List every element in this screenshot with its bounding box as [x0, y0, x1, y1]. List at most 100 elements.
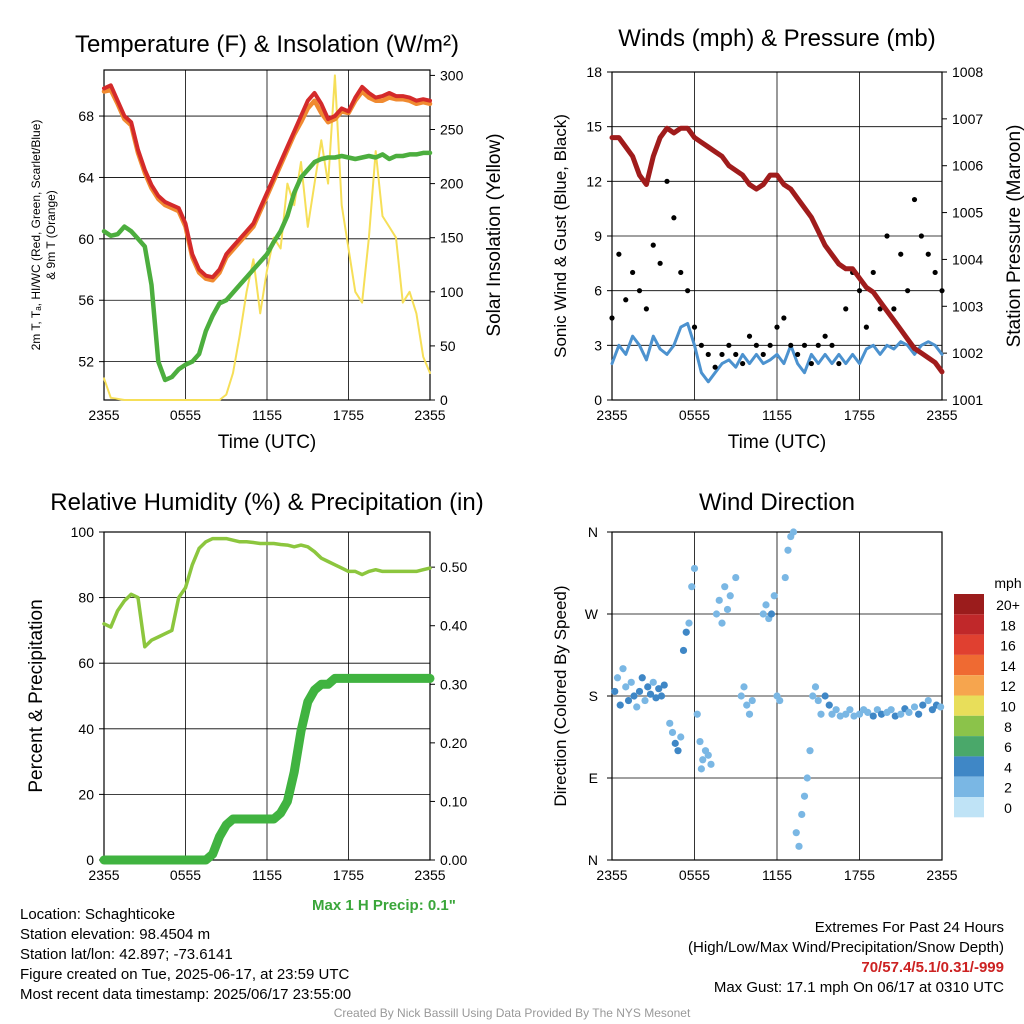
gust-point [616, 251, 622, 257]
legend-label: 2 [1004, 780, 1012, 796]
y-left-tick-label: 0 [594, 392, 602, 408]
x-tick-label: 2355 [414, 867, 445, 883]
legend-label: 8 [1004, 719, 1012, 735]
y-right-tick-label: 0.10 [440, 793, 467, 809]
gust-point [636, 288, 643, 294]
y-left-tick-label: 0 [86, 852, 94, 868]
x-tick-label: 1755 [333, 407, 364, 423]
gust-point [623, 297, 629, 303]
y-right-tick-label: 1001 [952, 392, 983, 408]
direction-point [622, 683, 630, 691]
legend-label: 18 [1000, 617, 1016, 633]
direction-point [748, 696, 756, 705]
direction-point [685, 619, 693, 627]
gust-point [609, 315, 615, 321]
direction-point [619, 665, 627, 673]
y-right-tick-label: 1002 [952, 345, 983, 361]
direction-point [832, 706, 840, 714]
gust-point [664, 178, 670, 184]
direction-point [897, 710, 905, 718]
gust-point [691, 324, 698, 330]
legend-label: 14 [1000, 658, 1016, 674]
x-tick-label: 2355 [414, 407, 445, 423]
direction-point [855, 710, 864, 718]
direction-point [613, 674, 622, 682]
gust-point [719, 351, 725, 358]
direction-point [798, 810, 806, 819]
direction-point [679, 646, 688, 655]
direction-point [825, 701, 833, 709]
y-right-tick-label: 200 [440, 176, 464, 192]
humidity-chart: 2355 0555 1155 1755 23550204060801000.000.10… [26, 489, 484, 883]
direction-point [732, 573, 740, 582]
direction-point [641, 696, 649, 705]
y-left-axis-label: Percent & Precipitation [26, 599, 47, 792]
direction-point [707, 760, 715, 768]
legend-label: 0 [1004, 800, 1012, 816]
direction-point [781, 573, 789, 582]
y-right-tick-label: 0.50 [440, 559, 467, 575]
direction-point [792, 829, 800, 837]
direction-point [638, 674, 646, 682]
gust-point [863, 324, 869, 330]
direction-point [814, 696, 822, 705]
direction-point [726, 592, 734, 600]
direction-point [657, 692, 666, 700]
extremes-values: 70/57.4/5.1/0.31/-999 [861, 959, 1004, 976]
direction-point [677, 733, 685, 741]
dewpoint-line [101, 150, 433, 383]
gust-point [856, 288, 863, 294]
x-tick-label: 1155 [762, 407, 792, 423]
direction-point [795, 842, 803, 850]
extremes-subtitle: (High/Low/Max Wind/Precipitation/Snow De… [688, 939, 1004, 956]
y-left-tick-label: N [588, 524, 598, 540]
gust-point [746, 333, 753, 339]
x-tick-label: 0555 [679, 867, 710, 883]
x-tick-label: 2355 [88, 407, 119, 423]
y-right-axis-label: Station Pressure (Maroon) [1004, 125, 1024, 348]
station-elevation: Station elevation: 98.4504 m [20, 926, 211, 943]
y-left-tick-label: 100 [71, 524, 95, 540]
legend-label: 20+ [996, 597, 1020, 613]
direction-point [690, 564, 699, 573]
legend-swatch [954, 634, 984, 655]
y-left-axis-label: 2m T, Tₐ, HI/WC (Red, Green, Scarlet/Blu… [29, 120, 43, 351]
legend-swatch [954, 756, 984, 777]
direction-point [723, 605, 732, 614]
direction-point [806, 747, 814, 755]
y-left-tick-label: 40 [78, 721, 94, 737]
direction-point [864, 708, 872, 717]
y-left-tick-label: 20 [78, 786, 94, 802]
direction-point [919, 701, 927, 709]
y-left-tick-label: 18 [586, 64, 602, 80]
y-right-tick-label: 0.30 [440, 676, 467, 692]
direction-point [905, 708, 913, 717]
y-left-tick-label: 60 [78, 231, 94, 247]
figure-created: Figure created on Tue, 2025-06-17, at 23… [20, 966, 350, 983]
direction-point [721, 583, 729, 591]
direction-point [910, 703, 919, 711]
direction-point [633, 703, 641, 711]
direction-point [850, 712, 858, 720]
direction-point [762, 601, 770, 609]
x-axis-label: Time (UTC) [218, 432, 317, 453]
y-left-tick-label: 6 [594, 283, 602, 299]
gust-point [801, 342, 808, 348]
direction-point [836, 712, 844, 720]
legend-swatch [954, 736, 984, 757]
direction-point [737, 692, 745, 700]
direction-point [649, 678, 657, 686]
gust-point [905, 288, 911, 294]
direction-point [869, 712, 877, 720]
direction-point [652, 694, 660, 702]
x-tick-label: 1155 [762, 867, 792, 883]
gust-point [891, 306, 897, 312]
legend-label: 10 [1000, 699, 1016, 715]
legend-label: 4 [1004, 759, 1012, 775]
x-tick-label: 2355 [596, 867, 627, 883]
x-axis-label: Time (UTC) [728, 432, 827, 453]
direction-point [624, 696, 633, 705]
direction-point [627, 678, 635, 686]
y-right-tick-label: 1005 [952, 205, 983, 221]
legend-swatch [954, 797, 984, 818]
